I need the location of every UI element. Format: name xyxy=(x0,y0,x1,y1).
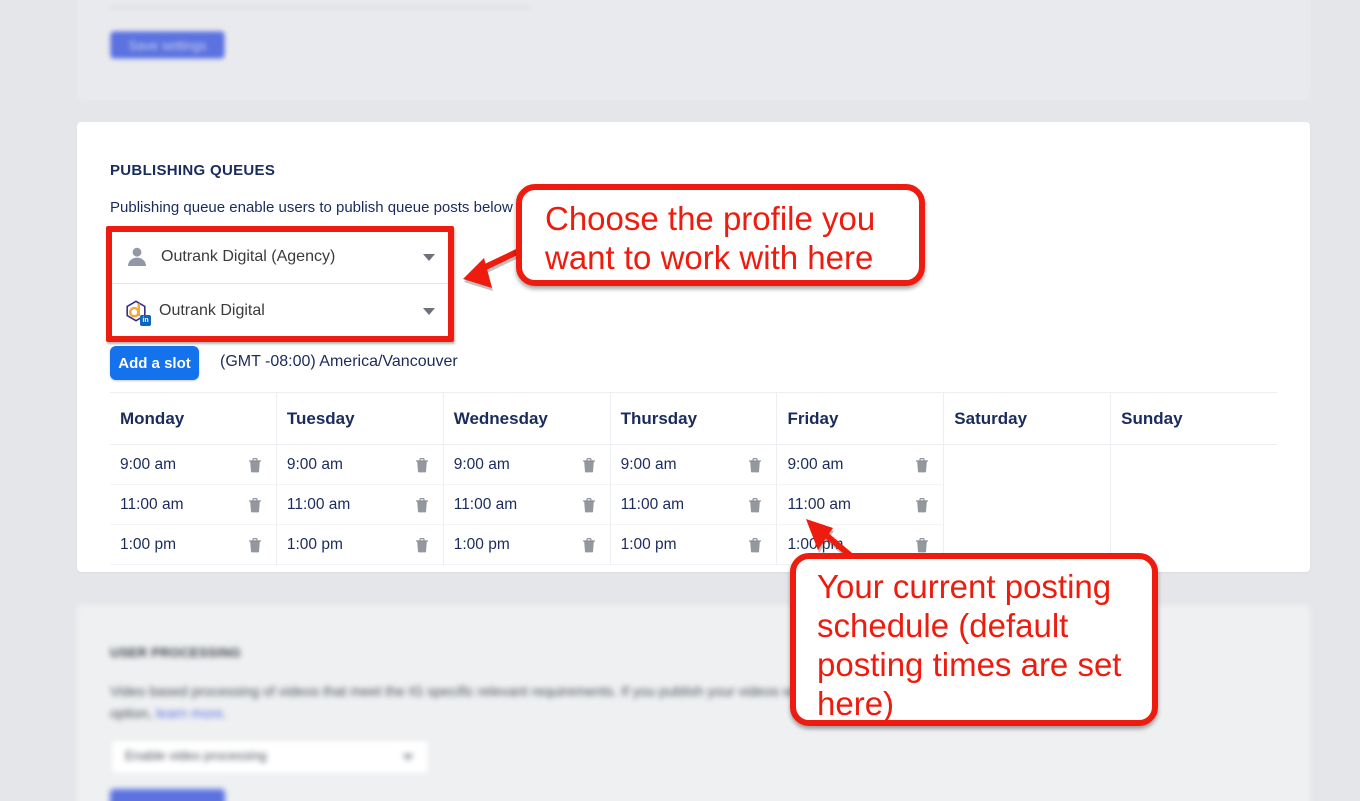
svg-text:Your current posting: Your current posting xyxy=(817,568,1111,605)
